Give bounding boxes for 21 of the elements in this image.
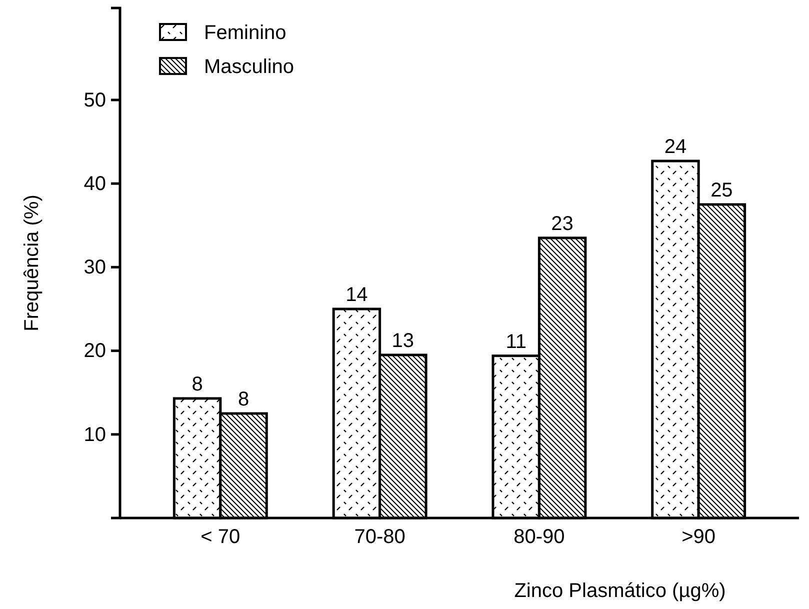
x-tick-label: < 70	[200, 526, 240, 548]
annotation: 24	[664, 136, 687, 158]
annotation: 8	[192, 373, 203, 396]
legend-label: Feminino	[204, 22, 286, 44]
annotation: 8	[238, 388, 250, 410]
annotation: 11	[506, 330, 526, 353]
y-tick-label: 10	[84, 424, 106, 446]
annotation: 23	[551, 212, 574, 235]
annotation: 25	[710, 179, 733, 202]
annotation: 13	[392, 330, 414, 352]
x-tick-label: 80-90	[514, 526, 565, 548]
y-tick-label: 50	[84, 89, 106, 112]
legend-label: Masculino	[204, 56, 294, 78]
x-axis-title: Zinco Plasmático (µg%)	[514, 580, 726, 602]
y-tick-label: 40	[84, 172, 106, 195]
y-axis-title: Frequência (%)	[21, 194, 43, 332]
annotation: 14	[346, 284, 368, 306]
x-tick-label: 70-80	[354, 526, 406, 548]
y-tick-label: 20	[84, 340, 106, 362]
y-tick-label: 30	[84, 256, 106, 279]
x-tick-label: >90	[682, 526, 716, 548]
